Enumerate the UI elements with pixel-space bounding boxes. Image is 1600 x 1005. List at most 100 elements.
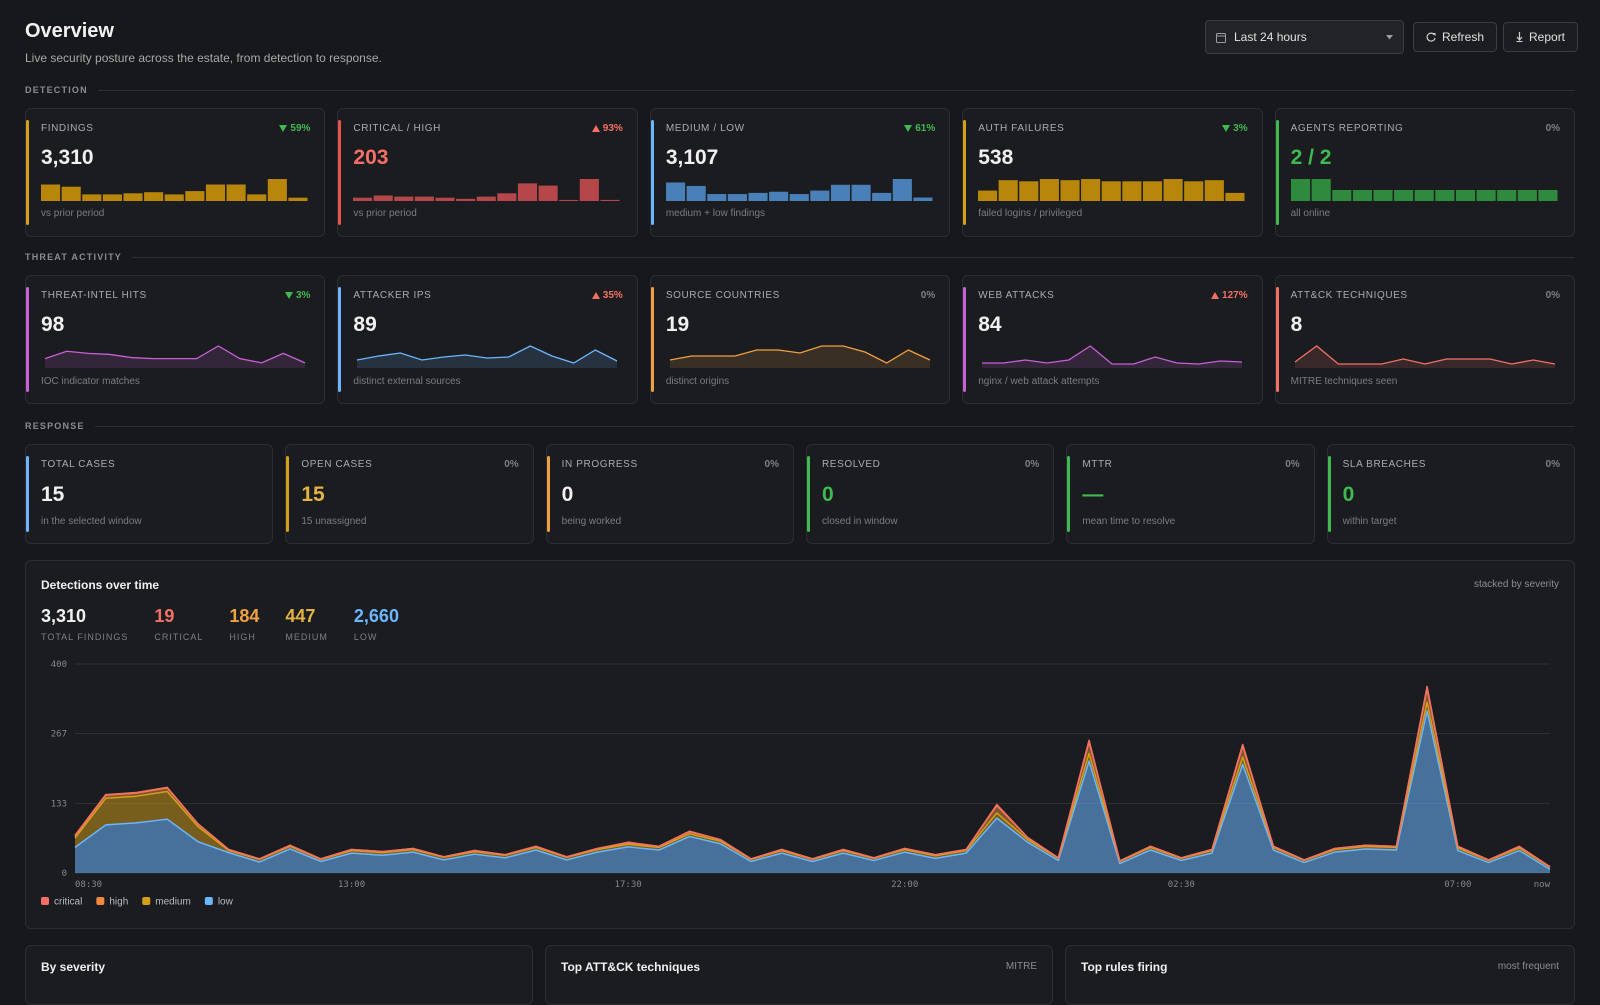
area-fill xyxy=(75,711,1550,873)
chart-card: Detections over time stacked by severity… xyxy=(25,560,1575,929)
kpi-delta: 0% xyxy=(921,290,935,301)
kpi-label: OPEN CASES xyxy=(301,459,373,470)
legend-label: medium xyxy=(155,897,191,908)
kpi-card: MEDIUM / LOW 61% 3,107 medium + low finding… xyxy=(649,108,951,237)
spark-bar xyxy=(1204,180,1225,201)
chart: 0 133 267 400 08:30 13:00 17:30 22:00 02:30 07:00… xyxy=(41,660,1551,908)
trend-triangle xyxy=(904,125,913,132)
trend-triangle xyxy=(1222,125,1231,132)
spark-bar xyxy=(1101,181,1122,201)
kpi-card: SLA BREACHES 0% 0 within target xyxy=(1326,444,1575,544)
kpi-delta: 3% xyxy=(284,290,310,301)
trend-triangle xyxy=(591,292,600,299)
summary-label: MEDIUM xyxy=(285,632,328,642)
delta-value: 0% xyxy=(1285,459,1300,470)
kpi-label: AGENTS REPORTING xyxy=(1290,123,1404,134)
kpi-value: 15 xyxy=(301,483,325,506)
trend-icon xyxy=(279,125,288,132)
spark-area xyxy=(357,346,618,368)
spark-area xyxy=(1294,346,1555,368)
kpi-value: 98 xyxy=(41,313,65,336)
area-line xyxy=(74,710,1551,870)
card-accent xyxy=(26,120,29,225)
summary-value: 3,310 xyxy=(41,606,87,626)
kpi-note: failed logins / privileged xyxy=(978,208,1083,219)
spark-bar xyxy=(892,179,912,201)
spark-bar xyxy=(205,184,226,201)
kpi-card: CRITICAL / HIGH 93% 203 vs prior period xyxy=(337,108,638,237)
spark-bar xyxy=(164,194,184,201)
spark-bar xyxy=(247,194,267,201)
spark-line xyxy=(357,345,618,364)
delta-value: 0% xyxy=(1545,290,1561,301)
spark-bar xyxy=(497,193,517,201)
delta-value: 0% xyxy=(920,290,936,301)
summary-label: CRITICAL xyxy=(154,632,204,642)
kpi-note: within target xyxy=(1342,516,1397,527)
y-tick-label: 133 xyxy=(51,800,67,810)
report-button[interactable]: Report xyxy=(1503,22,1579,52)
x-tick-label: 13:00 xyxy=(338,880,365,890)
chart-note: stacked by severity xyxy=(1473,579,1559,590)
spark-bar xyxy=(1373,190,1393,201)
sparkline xyxy=(665,179,933,201)
kpi-delta: 35% xyxy=(591,290,623,301)
range-select[interactable]: Last 24 hours xyxy=(1205,20,1404,54)
section: THREAT ACTIVITY THREAT-INTEL HITS 3% 98 IOC … xyxy=(25,249,1576,404)
trend-icon xyxy=(591,125,600,132)
x-tick-label: now xyxy=(1534,880,1551,890)
sparkline xyxy=(1294,345,1555,368)
spark-bar xyxy=(1019,181,1039,201)
spark-bar xyxy=(41,184,61,201)
chart-title: Detections over time xyxy=(41,578,160,592)
section-rule xyxy=(132,256,1575,258)
delta-value: 0% xyxy=(1545,123,1561,134)
kpi-note: all online xyxy=(1290,208,1331,219)
spark-bar xyxy=(1225,192,1245,201)
delta-value: 0% xyxy=(764,459,779,470)
delta-value: 0% xyxy=(504,459,519,470)
section-label: THREAT ACTIVITY xyxy=(25,252,122,262)
kpi-note: vs prior period xyxy=(353,208,417,219)
panel-title: Top ATT&CK techniques xyxy=(561,960,701,974)
spark-bar xyxy=(353,197,373,201)
trend-triangle xyxy=(279,125,288,132)
kpi-label: AUTH FAILURES xyxy=(978,123,1065,134)
spark-bar xyxy=(415,196,435,201)
kpi-label: ATT&CK TECHNIQUES xyxy=(1290,290,1408,301)
kpi-label: CRITICAL / HIGH xyxy=(353,123,441,134)
spark-bar xyxy=(1455,190,1475,201)
delta-value: 127% xyxy=(1222,290,1248,301)
spark-bar xyxy=(727,194,747,201)
card-accent xyxy=(1067,456,1071,532)
spark-bar xyxy=(1311,179,1331,201)
kpi-note: closed in window xyxy=(821,516,898,527)
sparkline xyxy=(44,345,306,368)
refresh-button[interactable]: Refresh xyxy=(1413,22,1498,52)
legend-label: low xyxy=(218,897,234,908)
spark-bar xyxy=(665,182,685,201)
spark-bar xyxy=(1040,179,1060,201)
spark-area xyxy=(982,346,1243,368)
spark-bar xyxy=(1060,180,1080,201)
area-line xyxy=(74,701,1551,868)
kpi-delta: 59% xyxy=(279,123,310,134)
kpi-delta: 3% xyxy=(1222,123,1248,134)
kpi-delta: 61% xyxy=(904,123,935,134)
spark-bar xyxy=(851,184,871,201)
kpi-label: SOURCE COUNTRIES xyxy=(665,290,780,301)
kpi-note: distinct origins xyxy=(665,376,730,387)
spark-bar xyxy=(1331,190,1351,201)
panel-title: By severity xyxy=(41,960,106,974)
sparkline xyxy=(357,345,618,368)
spark-bar xyxy=(686,185,706,201)
spark-bar xyxy=(82,194,102,201)
spark-bar xyxy=(1122,181,1142,201)
trend-icon xyxy=(904,125,913,132)
section-rule xyxy=(97,89,1575,91)
kpi-label: SLA BREACHES xyxy=(1342,459,1426,470)
spark-bar xyxy=(1517,190,1537,201)
panel-title: Top rules firing xyxy=(1081,960,1168,974)
area-line xyxy=(74,685,1551,868)
spark-area xyxy=(669,346,930,368)
